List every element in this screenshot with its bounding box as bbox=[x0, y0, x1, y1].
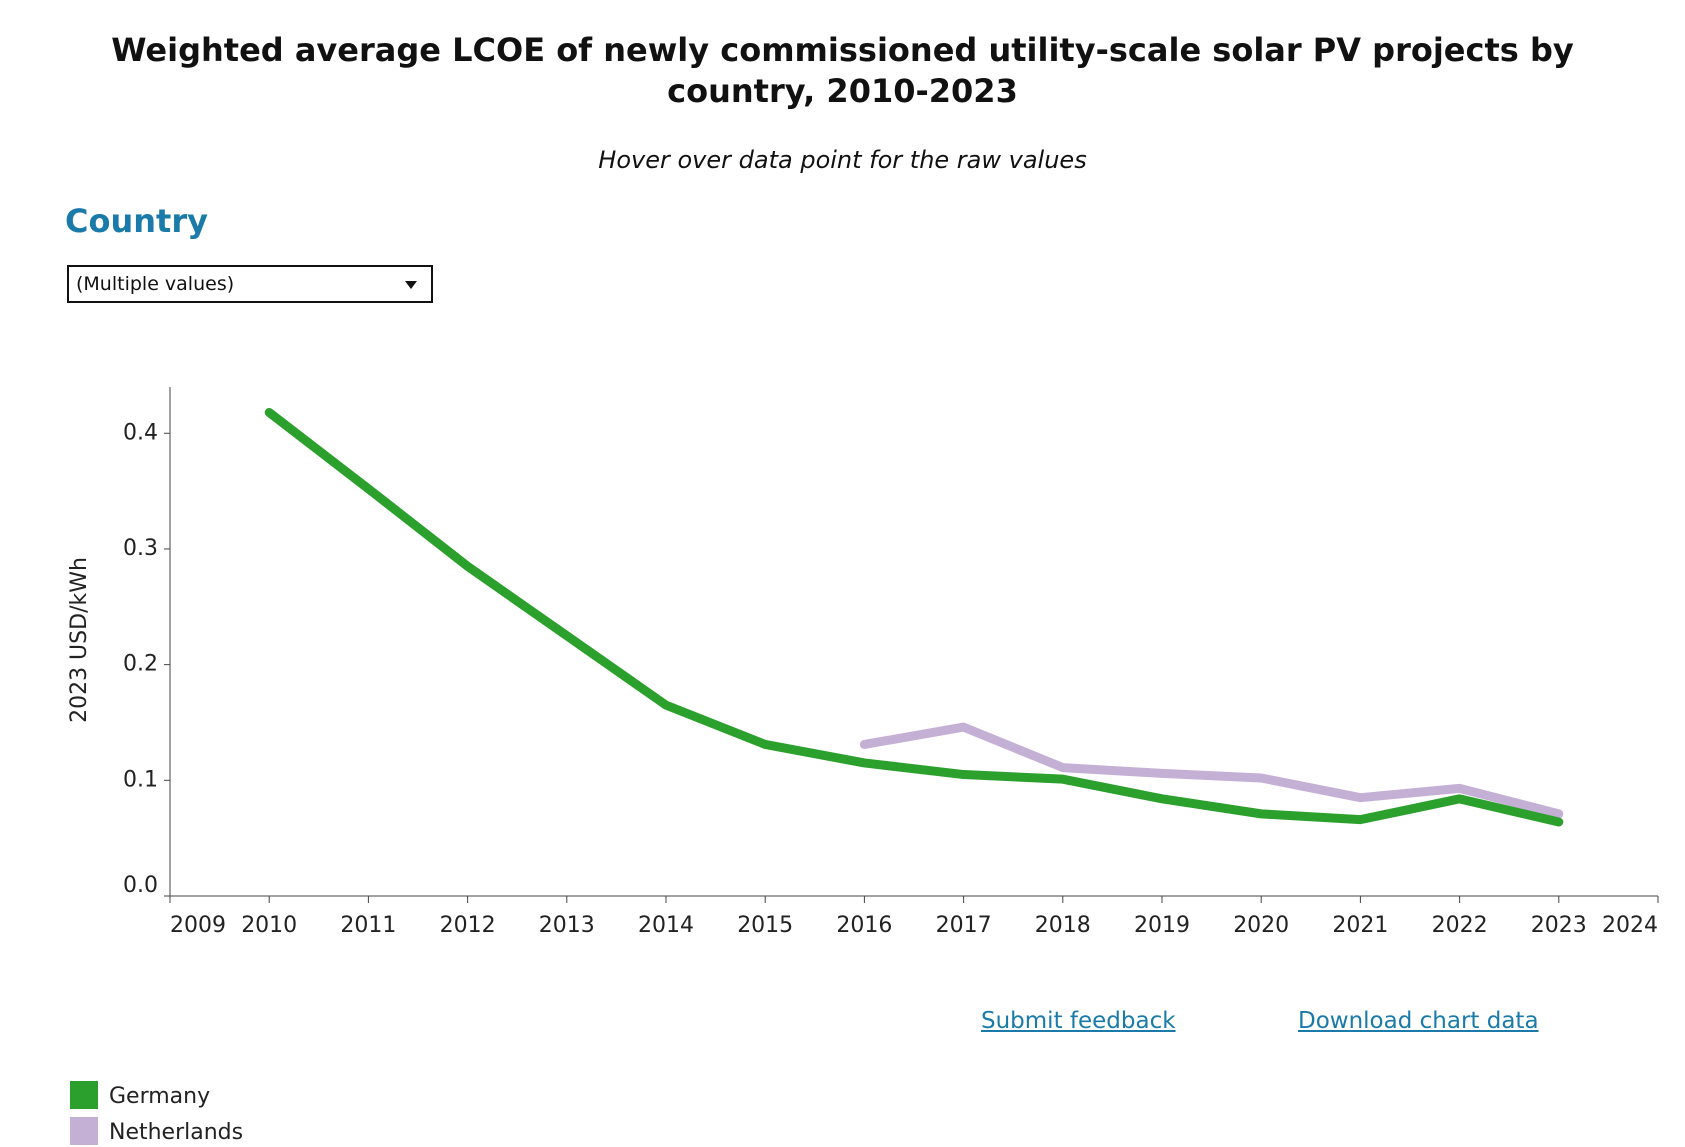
line-series bbox=[264, 407, 1564, 827]
filter-label: Country bbox=[65, 202, 208, 240]
legend-swatch bbox=[70, 1117, 98, 1145]
y-tick-label: 0.1 bbox=[123, 767, 158, 792]
x-tick-label: 2021 bbox=[1332, 913, 1388, 938]
x-tick-label: 2018 bbox=[1035, 913, 1091, 938]
x-tick-label: 2019 bbox=[1134, 913, 1190, 938]
x-tick-label: 2012 bbox=[440, 913, 496, 938]
x-tick-label: 2014 bbox=[638, 913, 694, 938]
x-tick-label: 2011 bbox=[340, 913, 396, 938]
x-tick-label: 2022 bbox=[1432, 913, 1488, 938]
x-tick-label: 2016 bbox=[836, 913, 892, 938]
x-tick-label: 2017 bbox=[936, 913, 992, 938]
x-tick-label: 2010 bbox=[241, 913, 297, 938]
x-tick-label: 2009 bbox=[170, 913, 226, 938]
download-link[interactable]: Download chart data bbox=[1298, 1008, 1539, 1034]
x-tick-label: 2013 bbox=[539, 913, 595, 938]
filter-dropdown[interactable]: (Multiple values) bbox=[67, 265, 433, 303]
y-tick-label: 0.4 bbox=[123, 420, 158, 445]
x-tick-label: 2024 bbox=[1602, 913, 1658, 938]
y-axis-label: 2023 USD/kWh bbox=[67, 557, 92, 723]
y-tick-label: 0.0 bbox=[123, 873, 158, 898]
chart-title: Weighted average LCOE of newly commissio… bbox=[111, 31, 1574, 110]
legend-label: Germany bbox=[109, 1084, 210, 1109]
x-tick-label: 2020 bbox=[1233, 913, 1289, 938]
chart-subtitle: Hover over data point for the raw values bbox=[598, 146, 1087, 174]
feedback-link[interactable]: Submit feedback bbox=[981, 1008, 1176, 1034]
legend-swatch bbox=[70, 1081, 98, 1109]
y-tick-label: 0.3 bbox=[123, 536, 158, 561]
line-series bbox=[859, 722, 1564, 819]
legend-label: Netherlands bbox=[109, 1120, 243, 1145]
x-tick-label: 2023 bbox=[1531, 913, 1587, 938]
x-tick-label: 2015 bbox=[737, 913, 793, 938]
y-tick-label: 0.2 bbox=[123, 652, 158, 677]
